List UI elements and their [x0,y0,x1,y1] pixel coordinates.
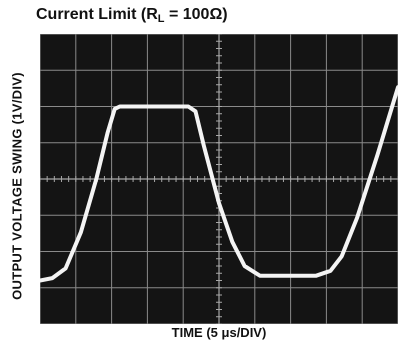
trace-point [187,105,190,108]
y-axis-label: OUTPUT VOLTAGE SWING (1V/DIV) [9,72,25,300]
trace-point [40,279,42,282]
trace-point [243,264,246,268]
trace-point [258,274,262,277]
trace-point [79,230,83,234]
trace-point [51,276,54,280]
trace-point [231,240,234,244]
chart-title: Current Limit (RL = 100Ω) [36,6,228,25]
oscilloscope-screen [40,34,398,324]
trace-point [329,269,332,273]
trace-point [355,216,359,219]
trace-point [217,201,221,205]
trace-point [118,105,121,108]
chart-title-subscript: L [157,13,165,25]
trace-point [194,110,197,113]
trace-point [340,255,343,258]
trace-point [64,267,67,270]
trace-point [113,107,116,111]
trace-point [314,274,318,277]
chart-title-rest: = 100Ω) [164,6,228,23]
trace-point [202,143,205,147]
trace-point [396,85,398,89]
trace-point [95,177,98,181]
x-axis-label: TIME (5 μs/DIV) [171,325,267,340]
chart-title-main: Current Limit (R [36,6,158,23]
trace-point [106,131,109,135]
trace-point [376,153,379,157]
